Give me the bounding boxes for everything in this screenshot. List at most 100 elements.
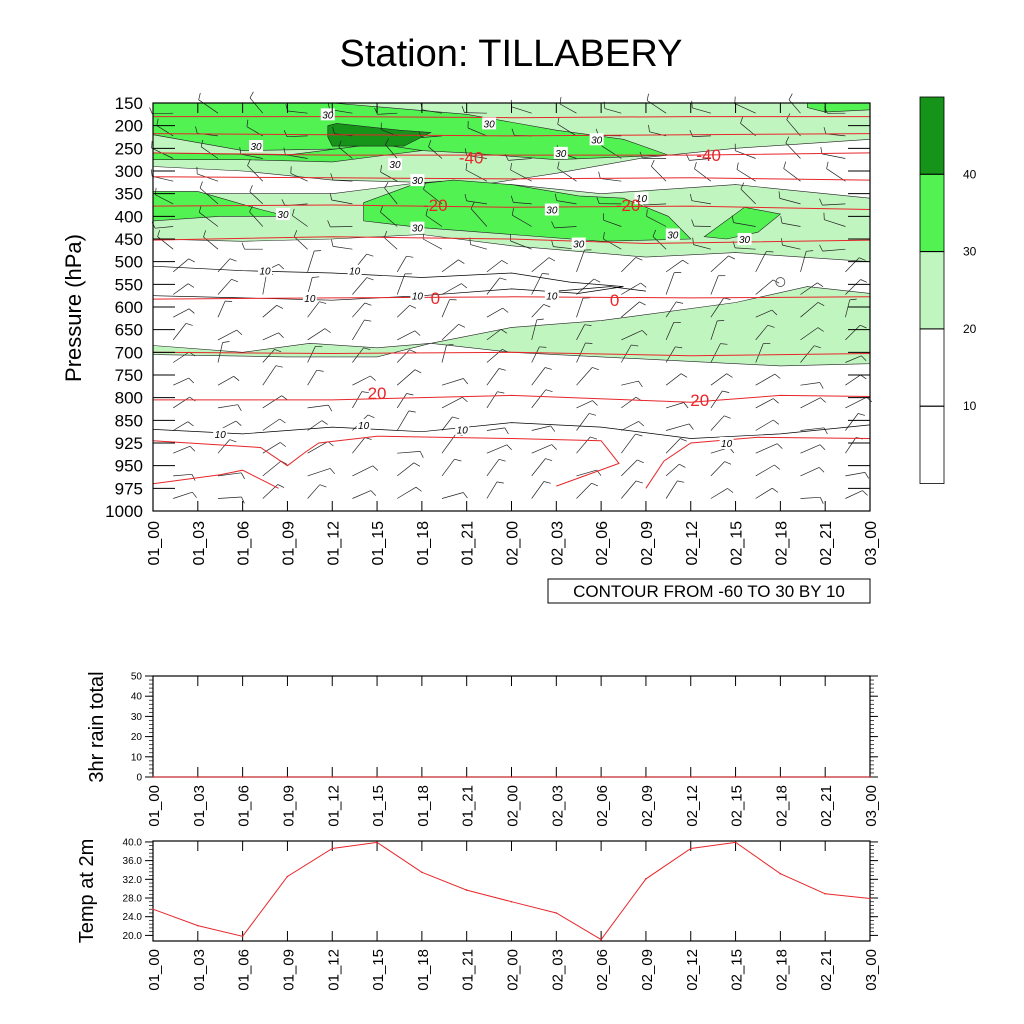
wind-barb-472 — [710, 415, 725, 431]
wind-barb-312 — [710, 297, 724, 318]
wind-barb-25 — [691, 100, 693, 108]
wind-barb-156 — [779, 198, 801, 205]
rain-y-tick-label-5: 50 — [131, 672, 143, 683]
temp-contour-line-4 — [152, 204, 871, 210]
wind-barb-112 — [510, 169, 532, 182]
wind-barb-529 — [545, 458, 553, 462]
wind-barb-422 — [307, 404, 329, 409]
wind-barb-341 — [641, 330, 648, 336]
wind-barb-266 — [396, 273, 406, 295]
cross-section-x-tick-label-10: 02_06 — [594, 521, 611, 566]
colorbar-label-3: 10 — [963, 399, 977, 413]
wind-barb-400 — [531, 367, 546, 386]
rain-y-tick-label-1: 10 — [131, 752, 143, 763]
wind-barb-303 — [502, 307, 509, 313]
speed-contour-label-17: 10 — [412, 292, 424, 303]
wind-barb-446 — [845, 396, 867, 409]
speed-label-bg-5 — [589, 133, 604, 146]
wind-barb-571 — [772, 487, 779, 493]
wind-barb-123 — [736, 162, 739, 170]
wind-barb-173 — [425, 208, 428, 216]
wind-barb-366 — [486, 349, 503, 363]
cross-section-y-tick-label-6: 450 — [115, 230, 143, 249]
wind-barb-250 — [755, 251, 767, 273]
wind-barb-58 — [740, 123, 756, 137]
wind-barb-553 — [370, 490, 377, 496]
wind-barb-287 — [860, 279, 868, 283]
wind-barb-332 — [441, 324, 459, 341]
wind-barb-73 — [338, 140, 342, 148]
wind-barb-24 — [692, 107, 711, 114]
wind-barb-433 — [545, 389, 553, 393]
temp-contour-line-0 — [153, 116, 870, 119]
wind-barb-480 — [173, 445, 191, 454]
rain-x-tick-label-3: 01_09 — [280, 785, 297, 827]
wind-barb-269 — [461, 283, 468, 289]
speed-label-bg-19 — [213, 427, 228, 440]
wind-barb-372 — [620, 344, 632, 363]
wind-barb-538 — [755, 464, 775, 477]
wind-barb-71 — [283, 147, 286, 155]
wind-barb-164 — [249, 211, 264, 227]
wind-barb-514 — [217, 472, 242, 477]
cross-section-y-tick-label-15: 925 — [115, 434, 143, 453]
wind-barb-6 — [287, 110, 308, 114]
wind-barb-248 — [710, 255, 729, 273]
wind-barb-411 — [774, 373, 781, 379]
wind-barb-154 — [740, 188, 756, 205]
wind-barb-238 — [486, 260, 503, 273]
wind-barb-484 — [262, 442, 281, 454]
temp-contour-label-4: 0 — [431, 289, 440, 308]
speed-contour-label-18: 10 — [546, 292, 558, 303]
wind-barb-92 — [785, 142, 801, 159]
wind-barb-202 — [384, 237, 398, 250]
temp-contour-line-9 — [152, 435, 620, 487]
wind-barb-440 — [710, 390, 723, 409]
wind-barb-541 — [818, 467, 825, 473]
colorbar-box-0 — [919, 96, 945, 175]
wind-barb-121 — [694, 162, 697, 169]
wind-barb-316 — [800, 302, 819, 318]
wind-barb-271 — [499, 277, 507, 281]
colorbar-box-3 — [919, 328, 945, 407]
wind-barb-431 — [497, 391, 505, 394]
wind-barb-426 — [396, 393, 407, 409]
wind-barb-414 — [845, 374, 861, 386]
rain-point-5 — [376, 776, 378, 778]
speed-label-bg-21 — [455, 423, 470, 436]
wind-barb-413 — [819, 382, 824, 389]
wind-barb-63 — [823, 127, 827, 134]
wind-barb-295 — [319, 301, 327, 304]
colorbar-box-2 — [919, 251, 945, 330]
contour-info-text: CONTOUR FROM -60 TO 30 BY 10 — [573, 582, 845, 601]
cross-section-y-tick-label-7: 500 — [115, 253, 143, 272]
wind-barb-475 — [773, 419, 780, 425]
wind-barb-125 — [783, 161, 787, 169]
wind-barb-537 — [724, 461, 732, 465]
speed-label-bg-6 — [410, 174, 425, 187]
wind-barb-575 — [862, 490, 868, 496]
temp-contour-line-7 — [152, 351, 871, 357]
wind-barb-427 — [406, 393, 414, 396]
cross-section-x-tick-label-6: 01_18 — [415, 521, 432, 566]
wind-barb-15 — [461, 105, 465, 113]
wind-barb-171 — [380, 205, 384, 213]
wind-barb-143 — [464, 194, 467, 201]
wind-barb-377 — [720, 343, 728, 345]
wind-barb-391 — [316, 369, 324, 372]
temp2m-y-tick-label-3: 32.0 — [123, 875, 143, 886]
wind-barb-361 — [363, 347, 371, 351]
temp2m-point-3 — [286, 875, 289, 878]
speed-label-bg-15 — [347, 264, 362, 277]
wind-barb-275 — [593, 278, 601, 283]
wind-barb-385 — [188, 377, 195, 384]
wind-barb-546 — [217, 496, 242, 499]
speed-contour-label-5: 30 — [591, 135, 603, 146]
wind-barb-322 — [217, 329, 237, 341]
wind-barb-539 — [774, 464, 781, 470]
wind-barb-362 — [396, 349, 410, 363]
cross-section-x-tick-label-2: 01_06 — [236, 521, 253, 566]
wind-barb-474 — [755, 419, 774, 431]
wind-barb-423 — [328, 404, 333, 412]
wind-barb-471 — [688, 423, 694, 430]
